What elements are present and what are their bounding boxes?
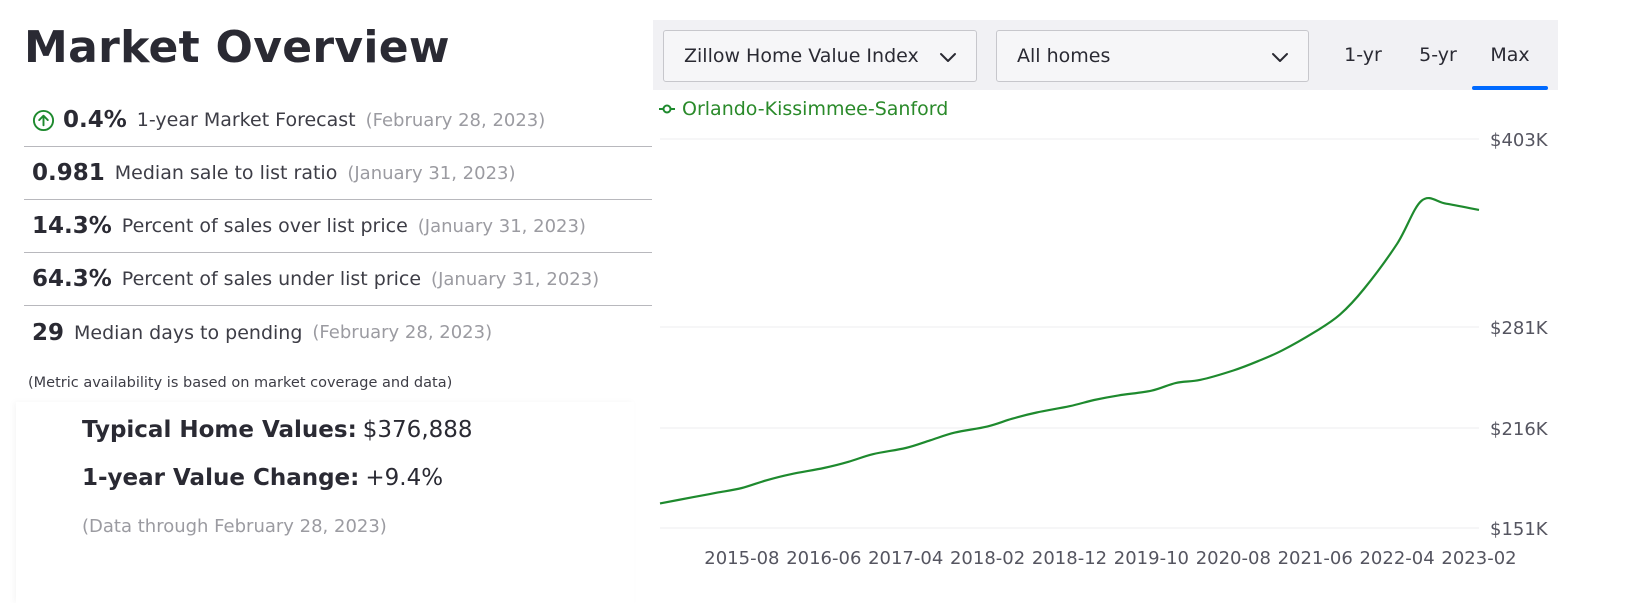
homes-type-select[interactable]: All homes (996, 30, 1309, 82)
metric-value: 64.3% (32, 266, 112, 292)
metric-date: (February 28, 2023) (312, 322, 493, 343)
typical-home-values-label: Typical Home Values: (82, 417, 357, 443)
market-overview-panel: Market Overview 0.4% 1-year Market Forec… (0, 0, 660, 603)
x-tick-label: 2015-08 (704, 548, 779, 569)
y-tick-label: $151K (1490, 519, 1549, 540)
x-tick-label: 2023-02 (1441, 548, 1516, 569)
data-through-note: (Data through February 28, 2023) (82, 516, 387, 537)
metric-row-forecast: 0.4% 1-year Market Forecast (February 28… (24, 94, 652, 147)
x-tick-label: 2016-06 (786, 548, 861, 569)
series-line[interactable] (659, 196, 1480, 505)
index-select-value: Zillow Home Value Index (684, 45, 919, 67)
home-value-chart: $151K $216K $281K $403K 2015-08 2016-06 2017-0… (659, 130, 1549, 569)
tab-max[interactable]: Max (1472, 20, 1548, 90)
metric-value: 14.3% (32, 213, 112, 239)
metric-label: Percent of sales over list price (121, 215, 408, 237)
x-tick-label: 2021-06 (1278, 548, 1353, 569)
x-tick-label: 2018-12 (1032, 548, 1107, 569)
y-tick-label: $216K (1490, 419, 1549, 440)
x-tick-label: 2018-02 (950, 548, 1025, 569)
tab-5-yr[interactable]: 5-yr (1419, 44, 1457, 66)
index-select[interactable]: Zillow Home Value Index (663, 30, 977, 82)
arrow-up-circle-icon (32, 109, 55, 131)
metric-date: (January 31, 2023) (347, 162, 516, 184)
metric-footnote: (Metric availability is based on market … (28, 375, 453, 391)
metric-date: (January 31, 2023) (417, 215, 586, 237)
page-title: Market Overview (24, 22, 450, 73)
metric-date: (January 31, 2023) (431, 268, 600, 290)
metric-row-over-list: 14.3% Percent of sales over list price (… (24, 200, 652, 253)
legend-series-label: Orlando-Kissimmee-Sanford (682, 98, 949, 120)
y-tick-label: $281K (1490, 318, 1549, 339)
chart-toolbar: Zillow Home Value Index All homes 1-yr 5… (653, 20, 1558, 90)
legend-line-marker-icon (659, 104, 675, 114)
metric-value: 0.4% (63, 107, 127, 133)
metric-row-under-list: 64.3% Percent of sales under list price … (24, 253, 652, 306)
typical-home-values-amount: $376,888 (362, 417, 473, 443)
chart-legend[interactable]: Orlando-Kissimmee-Sanford (658, 98, 948, 120)
home-values-box: Typical Home Values: $376,888 1-year Valu… (16, 402, 634, 603)
tab-1-yr[interactable]: 1-yr (1344, 44, 1382, 66)
metric-label: Median sale to list ratio (114, 162, 338, 184)
metric-row-days-to-pending: 29 Median days to pending (February 28, … (24, 306, 652, 359)
metric-label: 1-year Market Forecast (136, 109, 356, 131)
x-tick-label: 2020-08 (1196, 548, 1271, 569)
y-tick-label: $403K (1490, 130, 1549, 151)
metric-label: Percent of sales under list price (121, 268, 422, 290)
x-tick-label: 2019-10 (1114, 548, 1189, 569)
x-tick-label: 2017-04 (868, 548, 943, 569)
one-year-value-change: 1-year Value Change: +9.4% (82, 465, 443, 491)
chevron-down-icon (1272, 53, 1288, 62)
metric-date: (February 28, 2023) (365, 109, 546, 131)
typical-home-values: Typical Home Values: $376,888 (82, 417, 473, 443)
metrics-list: 0.4% 1-year Market Forecast (February 28… (24, 94, 652, 359)
metric-label: Median days to pending (74, 321, 303, 344)
metric-value: 0.981 (32, 160, 105, 186)
metric-row-sale-to-list: 0.981 Median sale to list ratio (January… (24, 147, 652, 200)
x-tick-label: 2022-04 (1359, 548, 1434, 569)
value-change-label: 1-year Value Change: (82, 465, 360, 491)
value-change-amount: +9.4% (365, 465, 444, 491)
chevron-down-icon (940, 53, 956, 62)
homes-type-select-value: All homes (1017, 45, 1111, 67)
metric-value: 29 (32, 319, 65, 346)
